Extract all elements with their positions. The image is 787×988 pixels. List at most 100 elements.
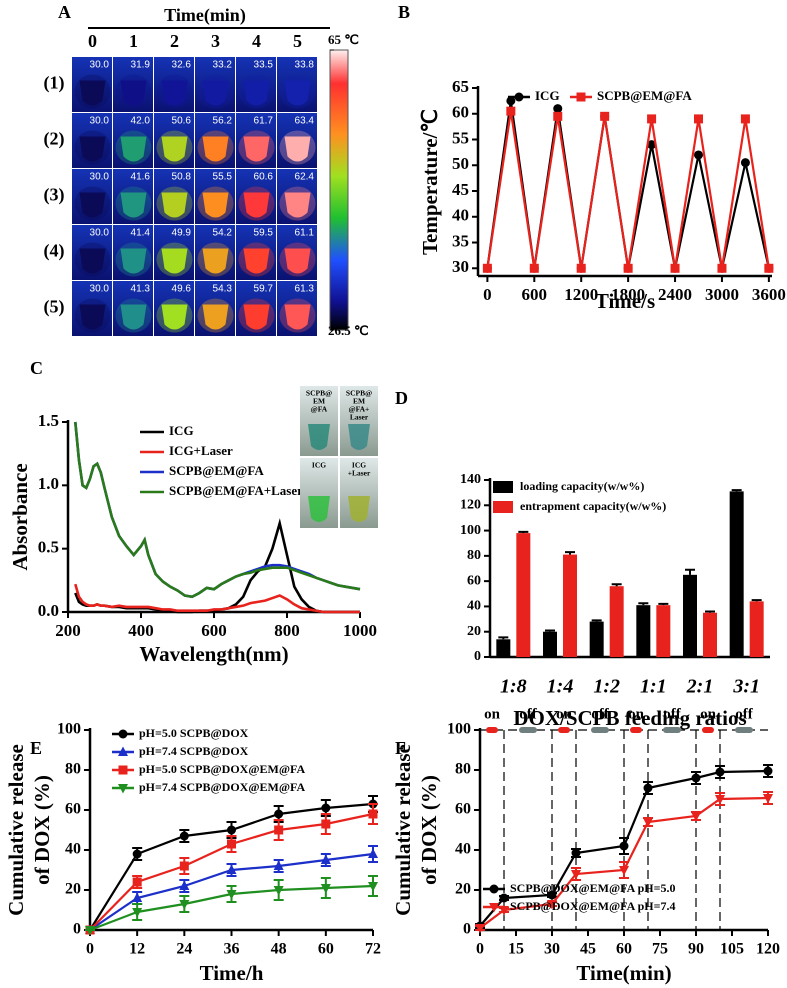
- annotation: off: [735, 706, 753, 722]
- cell-value: 30.0: [90, 116, 110, 127]
- heat-tube: [79, 136, 106, 162]
- heat-tube: [79, 248, 106, 274]
- y-tick-label: 0.5: [38, 538, 59, 557]
- y-tick-label: 100: [447, 721, 471, 738]
- legend-label: ICG+Laser: [169, 443, 233, 458]
- x-tick-label: 400: [128, 621, 154, 640]
- x-tick-label: 1:8: [500, 676, 527, 698]
- cell-value: 63.4: [295, 116, 315, 127]
- cell-value: 56.2: [213, 116, 233, 127]
- column-label: 2: [170, 31, 179, 51]
- heat-tube: [243, 136, 270, 162]
- marker: [571, 848, 581, 858]
- y-tick-label: 40: [452, 206, 469, 225]
- cell-value: 50.6: [172, 116, 192, 127]
- heat-tube: [243, 248, 270, 274]
- marker: [132, 849, 142, 859]
- bar: [683, 574, 697, 657]
- y-tick-label: 55: [452, 128, 469, 147]
- x-tick-label: 0: [86, 941, 94, 958]
- marker: [499, 906, 509, 916]
- x-tick-label: 1200: [564, 285, 598, 304]
- cell-value: 59.7: [254, 284, 274, 295]
- series-line: [74, 421, 361, 599]
- row-label: (1): [44, 73, 65, 94]
- marker: [321, 819, 331, 829]
- heat-tube: [284, 192, 311, 218]
- marker: [368, 848, 378, 858]
- cell-value: 54.3: [213, 284, 233, 295]
- marker: [118, 746, 128, 756]
- x-tick-label: 75: [652, 941, 668, 958]
- legend-label: ICG: [169, 423, 194, 438]
- y-tick-label: 20: [467, 624, 481, 639]
- marker: [118, 784, 128, 794]
- legend-label: pH=7.4 SCPB@DOX@EM@FA: [139, 780, 305, 794]
- y-tick-label: 40: [455, 841, 471, 858]
- y-tick-label: 40: [467, 599, 481, 614]
- marker: [547, 890, 557, 900]
- colorbar: [329, 49, 349, 331]
- y-tick-label: 80: [65, 761, 81, 778]
- marker: [643, 818, 653, 828]
- y-tick-label: 80: [467, 548, 481, 563]
- bar: [516, 533, 531, 657]
- cell-value: 61.1: [295, 228, 315, 239]
- bar: [636, 605, 651, 657]
- error-bar: [611, 583, 622, 587]
- bar: [609, 586, 624, 657]
- marker: [715, 767, 725, 777]
- cell-value: 30.0: [90, 284, 110, 295]
- x-tick-label: 36: [224, 941, 240, 958]
- marker: [647, 140, 657, 150]
- photo-label: SCPB@: [306, 389, 332, 398]
- x-axis-title: Time/s: [595, 289, 655, 313]
- heat-tube: [161, 80, 188, 106]
- y-tick-label: 30: [452, 257, 469, 276]
- marker: [179, 900, 190, 910]
- x-tick-label: 0: [483, 285, 492, 304]
- marker: [499, 893, 509, 903]
- photo-label: @FA+: [349, 405, 370, 414]
- x-tick-label: 3000: [705, 285, 739, 304]
- heat-tube: [120, 80, 147, 106]
- heat-tube: [202, 80, 229, 106]
- legend-label: pH=7.4 SCPB@DOX: [139, 744, 249, 758]
- photo-label: ICG: [352, 461, 366, 470]
- heat-tube: [243, 80, 270, 106]
- cell-value: 33.2: [213, 60, 233, 71]
- marker: [179, 880, 190, 890]
- legend-swatch: [493, 481, 513, 493]
- marker: [274, 825, 284, 835]
- heat-tube: [284, 80, 311, 106]
- photo-tube: [348, 424, 370, 450]
- marker: [715, 795, 725, 805]
- marker: [132, 892, 143, 902]
- x-tick-label: 15: [508, 941, 524, 958]
- heat-tube: [120, 136, 147, 162]
- photo-label: EM: [313, 397, 325, 406]
- marker: [691, 812, 701, 822]
- y-tick-label: 1.0: [38, 474, 59, 493]
- cell-value: 62.4: [295, 172, 315, 183]
- photo-label: @FA: [311, 405, 328, 414]
- cell-value: 30.0: [90, 172, 110, 183]
- y-tick-label: 1.5: [38, 411, 59, 430]
- y-tick-label: 140: [460, 472, 481, 487]
- y-tick-label: 35: [452, 231, 469, 250]
- colorbar-label: 65 ℃: [328, 32, 359, 47]
- marker: [274, 809, 284, 819]
- x-tick-label: 600: [201, 621, 227, 640]
- marker: [227, 825, 236, 835]
- y-tick-label: 80: [455, 761, 471, 778]
- marker: [179, 831, 189, 841]
- column-label: 1: [129, 31, 138, 51]
- x-tick-label: 60: [616, 941, 632, 958]
- column-label: 5: [293, 31, 302, 51]
- marker: [273, 860, 284, 870]
- row-label: (5): [44, 297, 65, 318]
- y-tick-label: 0: [73, 921, 81, 938]
- error-bar: [685, 568, 695, 575]
- photo-label: ICG: [312, 461, 326, 470]
- x-tick-label: 1:4: [547, 676, 574, 698]
